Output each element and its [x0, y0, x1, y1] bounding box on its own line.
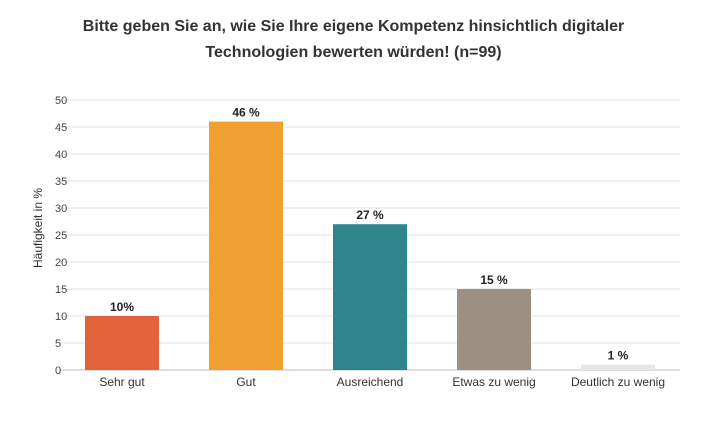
data-label: 15 %	[480, 273, 508, 287]
chart-title-line-1: Bitte geben Sie an, wie Sie Ihre eigene …	[82, 18, 625, 35]
y-tick-label: 10	[55, 311, 67, 323]
y-tick-label: 20	[55, 257, 67, 269]
x-tick-label: Deutlich zu wenig	[571, 375, 665, 389]
y-tick-label: 0	[55, 365, 61, 377]
bars	[85, 121, 655, 370]
y-tick-label: 50	[55, 95, 67, 107]
x-tick-label: Ausreichend	[337, 375, 404, 389]
y-tick-label: 45	[55, 122, 67, 134]
x-tick-label: Etwas zu wenig	[452, 375, 535, 389]
chart-title-line-2: Technologien bewerten würden! (n=99)	[205, 44, 502, 61]
y-tick-label: 40	[55, 149, 67, 161]
data-label: 10%	[110, 300, 134, 314]
bar	[85, 316, 159, 370]
y-axis-ticks: 0 5 10 15 20 25 30 35 40 45 50	[55, 95, 67, 377]
y-tick-label: 30	[55, 203, 67, 215]
data-label: 1 %	[608, 349, 629, 363]
chart-title: Bitte geben Sie an, wie Sie Ihre eigene …	[0, 14, 707, 66]
y-tick-label: 15	[55, 284, 67, 296]
data-label: 27 %	[356, 208, 384, 222]
x-axis-ticks: Sehr gut Gut Ausreichend Etwas zu wenig Deut…	[99, 375, 665, 389]
y-tick-label: 35	[55, 176, 67, 188]
bar	[209, 121, 283, 370]
data-labels: 10% 46 % 27 % 15 % 1 %	[110, 106, 629, 363]
y-tick-label: 25	[55, 230, 67, 242]
y-tick-label: 5	[55, 338, 61, 350]
bar	[581, 364, 655, 370]
y-axis-label: Häufigkeit in %	[31, 188, 45, 268]
gridlines	[60, 99, 680, 371]
bar	[457, 289, 531, 370]
x-tick-label: Gut	[236, 375, 256, 389]
bar	[333, 224, 407, 370]
x-tick-label: Sehr gut	[99, 375, 145, 389]
data-label: 46 %	[232, 106, 260, 120]
